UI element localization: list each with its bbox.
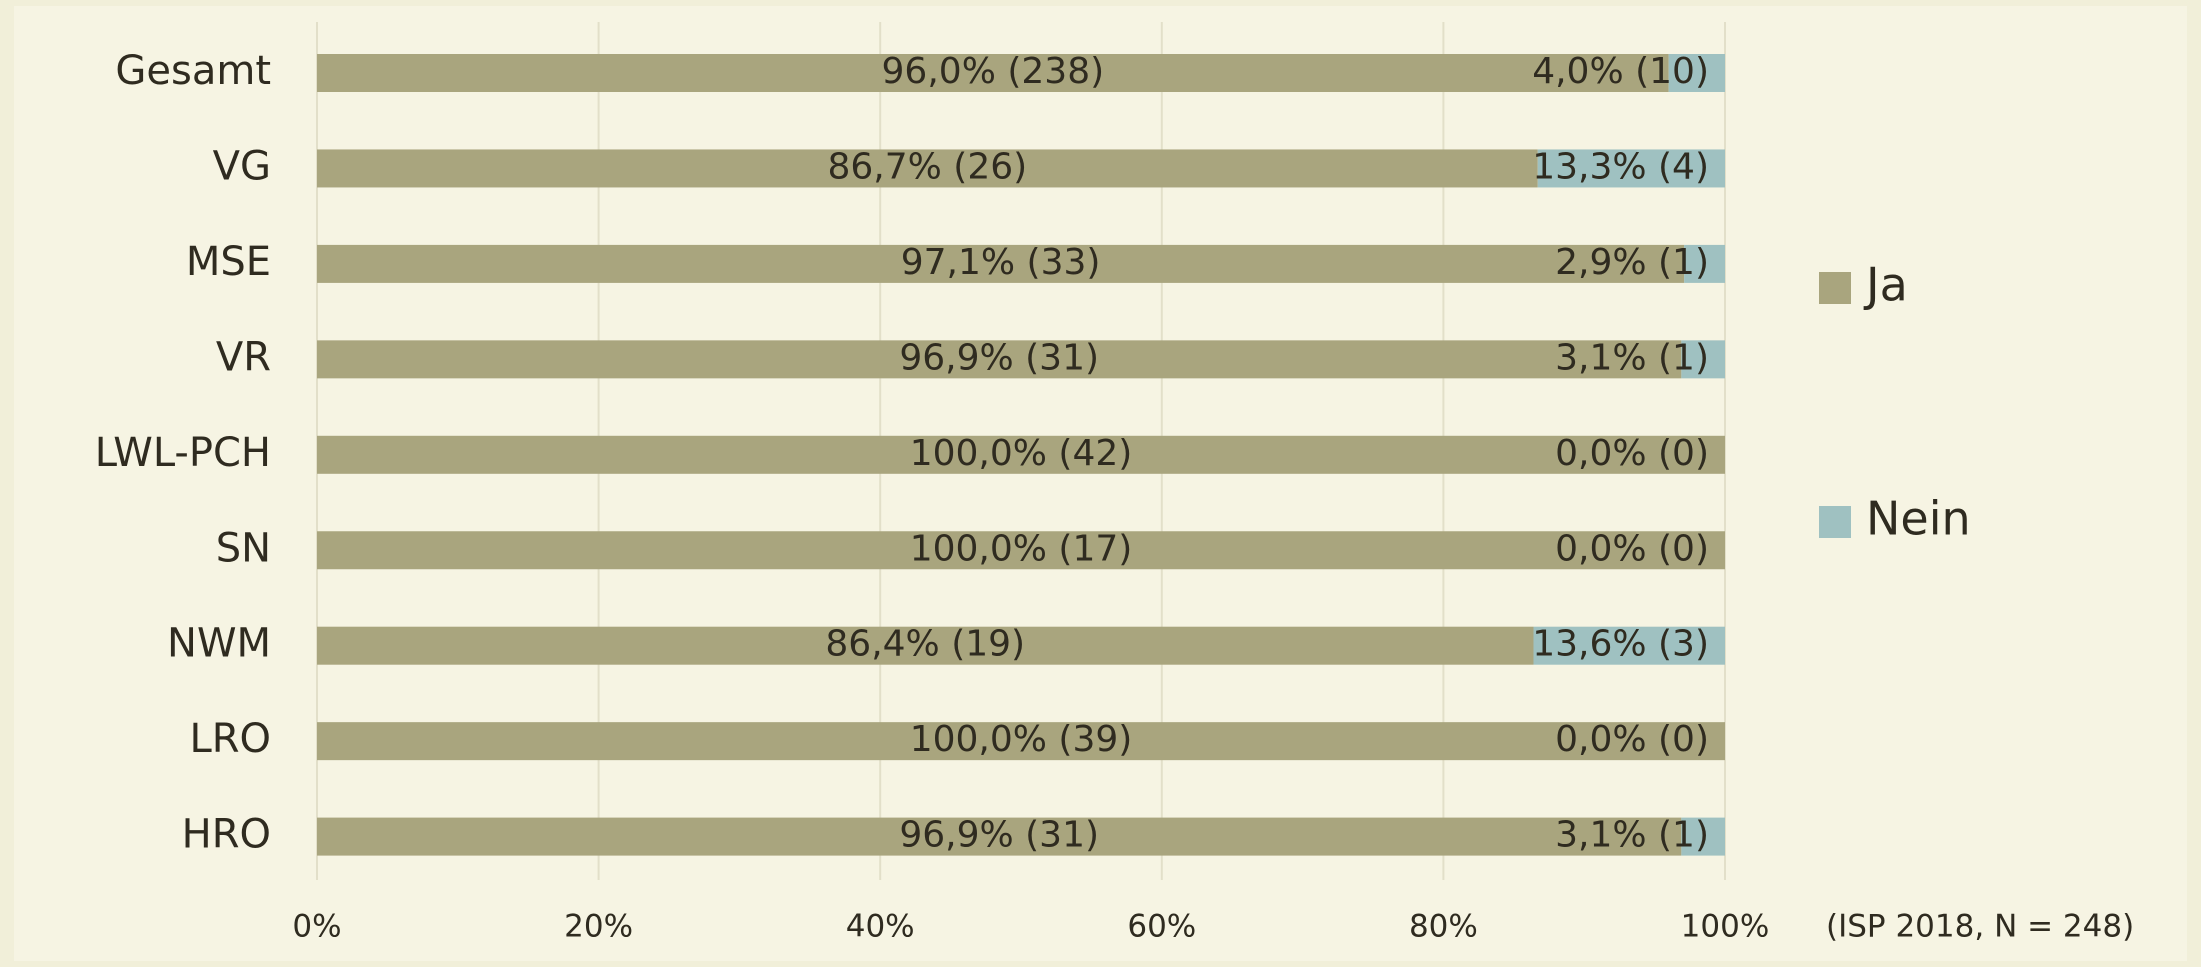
bar	[1681, 817, 1725, 856]
annotation: (ISP 2018, N = 248)	[1826, 909, 2134, 945]
data-label: 0,0% (0)	[1555, 528, 1709, 569]
y-tick-label: VR	[216, 334, 271, 380]
data-label: 13,6% (3)	[1532, 624, 1709, 665]
data-label: 13,3% (4)	[1532, 146, 1709, 187]
bar	[317, 817, 1682, 856]
y-tick-label: SN	[216, 525, 271, 571]
bar	[317, 435, 1725, 474]
bar	[317, 531, 1725, 570]
data-label: 97,1% (33)	[901, 242, 1101, 283]
bar	[1681, 340, 1725, 379]
bar	[1533, 626, 1725, 665]
y-tick-label: VG	[213, 143, 271, 189]
data-label: 0,0% (0)	[1555, 719, 1709, 760]
data-label: 100,0% (17)	[910, 528, 1133, 569]
y-tick-label: NWM	[167, 621, 271, 667]
data-label: 2,9% (1)	[1555, 242, 1709, 283]
data-label: 4,0% (10)	[1532, 51, 1709, 92]
bar	[317, 722, 1725, 761]
data-label: 0,0% (0)	[1555, 433, 1709, 474]
legend-swatch	[1819, 272, 1851, 304]
x-tick-label: 100%	[1681, 909, 1770, 945]
y-tick-label: LRO	[189, 716, 271, 762]
bar	[317, 340, 1682, 379]
bar	[317, 54, 1669, 92]
legend-label: Nein	[1866, 492, 1971, 546]
data-label: 100,0% (39)	[910, 719, 1133, 760]
data-label: 3,1% (1)	[1555, 337, 1709, 378]
data-label: 86,4% (19)	[825, 624, 1025, 665]
bar	[317, 149, 1538, 188]
bar	[1684, 244, 1725, 283]
bar	[1668, 54, 1725, 92]
x-tick-label: 0%	[292, 909, 341, 945]
data-label: 96,9% (31)	[899, 815, 1099, 856]
data-label: 86,7% (26)	[828, 146, 1028, 187]
x-tick-label: 40%	[846, 909, 915, 945]
y-tick-label: Gesamt	[115, 48, 271, 94]
data-label: 3,1% (1)	[1555, 815, 1709, 856]
bar	[1537, 149, 1725, 188]
data-label: 96,9% (31)	[899, 337, 1099, 378]
bar	[317, 626, 1534, 665]
legend-label: Ja	[1863, 258, 1908, 312]
legend-swatch	[1819, 506, 1851, 538]
y-tick-label: HRO	[182, 812, 271, 858]
x-tick-label: 60%	[1127, 909, 1196, 945]
y-tick-label: LWL-PCH	[95, 430, 271, 476]
bar	[317, 244, 1685, 283]
data-label: 100,0% (42)	[910, 433, 1133, 474]
y-tick-label: MSE	[186, 239, 271, 285]
x-tick-label: 20%	[564, 909, 633, 945]
data-label: 96,0% (238)	[882, 51, 1105, 92]
x-tick-label: 80%	[1409, 909, 1478, 945]
